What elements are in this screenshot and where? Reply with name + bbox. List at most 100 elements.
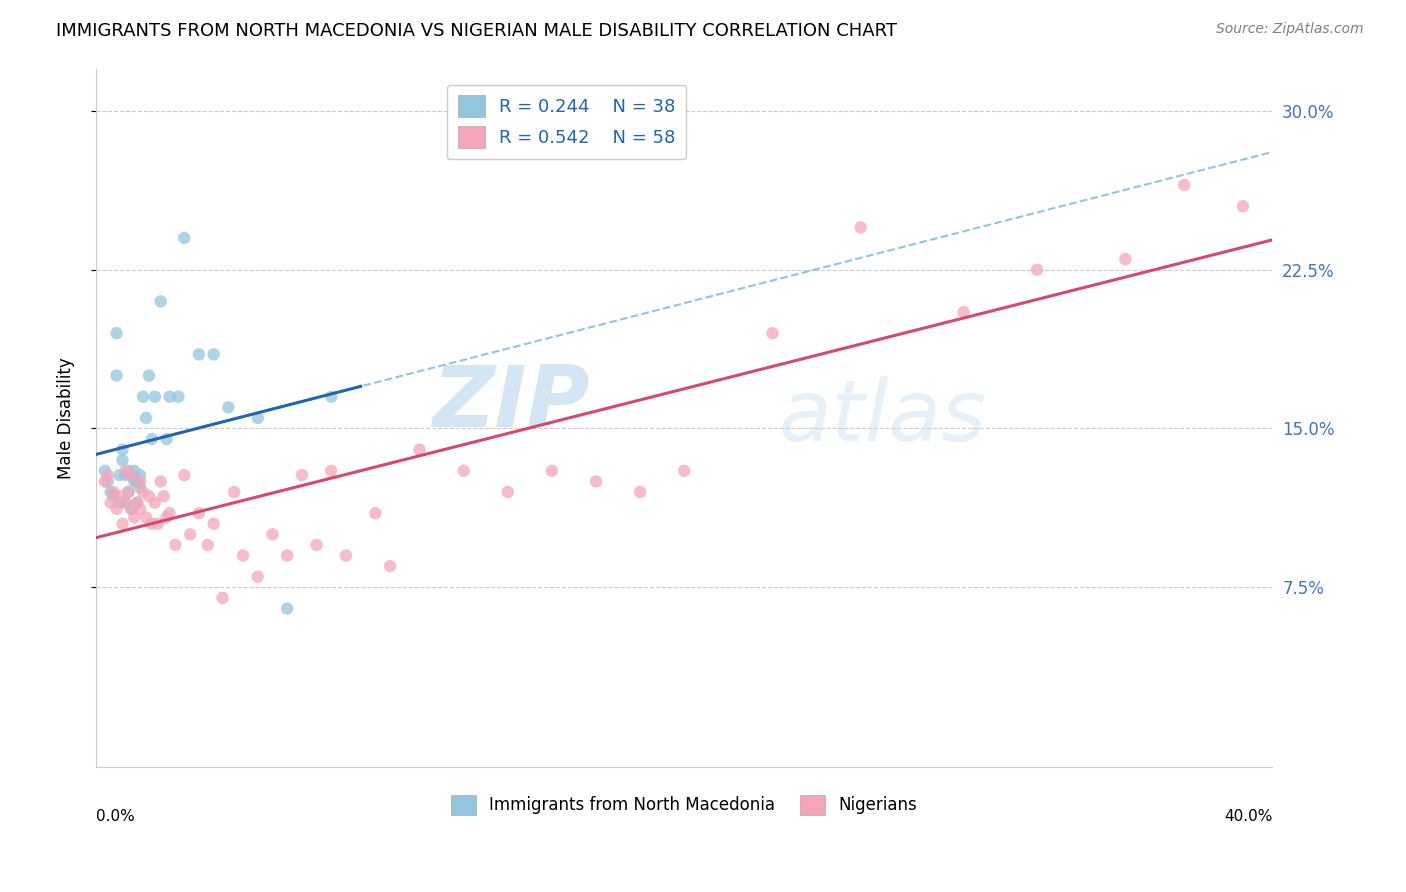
- Point: [122, 475, 145, 489]
- Point: [149, 294, 172, 309]
- Point: [108, 468, 131, 483]
- Point: [111, 453, 134, 467]
- Point: [120, 502, 142, 516]
- Point: [127, 495, 149, 509]
- Point: [335, 549, 357, 563]
- Point: [262, 527, 284, 541]
- Point: [276, 549, 298, 563]
- Point: [105, 368, 128, 383]
- Text: 0.0%: 0.0%: [96, 809, 135, 824]
- Point: [129, 475, 152, 489]
- Point: [159, 506, 181, 520]
- Point: [143, 390, 166, 404]
- Point: [155, 432, 177, 446]
- Point: [496, 485, 519, 500]
- Point: [276, 601, 298, 615]
- Point: [105, 502, 128, 516]
- Point: [120, 468, 142, 483]
- Point: [187, 347, 209, 361]
- Point: [321, 390, 343, 404]
- Point: [202, 347, 225, 361]
- Point: [120, 502, 142, 516]
- Point: [114, 495, 136, 509]
- Point: [585, 475, 607, 489]
- Point: [114, 464, 136, 478]
- Point: [232, 549, 254, 563]
- Point: [135, 510, 157, 524]
- Point: [246, 570, 269, 584]
- Point: [217, 401, 239, 415]
- Point: [141, 516, 163, 531]
- Point: [94, 464, 117, 478]
- Point: [97, 475, 120, 489]
- Point: [111, 516, 134, 531]
- Y-axis label: Male Disability: Male Disability: [58, 357, 75, 479]
- Point: [453, 464, 475, 478]
- Point: [149, 475, 172, 489]
- Point: [202, 516, 225, 531]
- Point: [141, 432, 163, 446]
- Point: [246, 410, 269, 425]
- Point: [105, 326, 128, 341]
- Point: [1232, 199, 1254, 213]
- Point: [138, 489, 160, 503]
- Point: [120, 468, 142, 483]
- Point: [849, 220, 872, 235]
- Point: [132, 390, 155, 404]
- Point: [155, 510, 177, 524]
- Point: [127, 495, 149, 509]
- Point: [114, 468, 136, 483]
- Point: [127, 475, 149, 489]
- Point: [165, 538, 187, 552]
- Point: [129, 468, 152, 483]
- Point: [129, 502, 152, 516]
- Text: 40.0%: 40.0%: [1225, 809, 1272, 824]
- Point: [97, 468, 120, 483]
- Point: [173, 468, 195, 483]
- Point: [1114, 252, 1136, 266]
- Point: [541, 464, 564, 478]
- Point: [167, 390, 190, 404]
- Point: [135, 410, 157, 425]
- Point: [117, 485, 139, 500]
- Point: [132, 485, 155, 500]
- Point: [146, 516, 169, 531]
- Point: [159, 390, 181, 404]
- Point: [673, 464, 696, 478]
- Point: [108, 489, 131, 503]
- Point: [1173, 178, 1195, 192]
- Point: [224, 485, 246, 500]
- Point: [100, 495, 122, 509]
- Point: [1026, 262, 1049, 277]
- Point: [179, 527, 201, 541]
- Text: IMMIGRANTS FROM NORTH MACEDONIA VS NIGERIAN MALE DISABILITY CORRELATION CHART: IMMIGRANTS FROM NORTH MACEDONIA VS NIGER…: [56, 22, 897, 40]
- Point: [122, 510, 145, 524]
- Point: [138, 368, 160, 383]
- Point: [173, 231, 195, 245]
- Point: [364, 506, 387, 520]
- Point: [103, 489, 125, 503]
- Point: [129, 481, 152, 495]
- Point: [152, 489, 174, 503]
- Legend: Immigrants from North Macedonia, Nigerians: Immigrants from North Macedonia, Nigeria…: [444, 789, 924, 822]
- Point: [197, 538, 219, 552]
- Point: [114, 495, 136, 509]
- Point: [94, 475, 117, 489]
- Point: [100, 485, 122, 500]
- Point: [628, 485, 651, 500]
- Point: [211, 591, 233, 605]
- Point: [122, 464, 145, 478]
- Point: [117, 464, 139, 478]
- Point: [321, 464, 343, 478]
- Point: [952, 305, 974, 319]
- Point: [378, 559, 401, 574]
- Point: [117, 485, 139, 500]
- Point: [761, 326, 783, 341]
- Point: [305, 538, 328, 552]
- Point: [103, 485, 125, 500]
- Point: [111, 442, 134, 457]
- Text: ZIP: ZIP: [433, 362, 591, 445]
- Point: [408, 442, 430, 457]
- Text: atlas: atlas: [779, 376, 987, 459]
- Point: [143, 495, 166, 509]
